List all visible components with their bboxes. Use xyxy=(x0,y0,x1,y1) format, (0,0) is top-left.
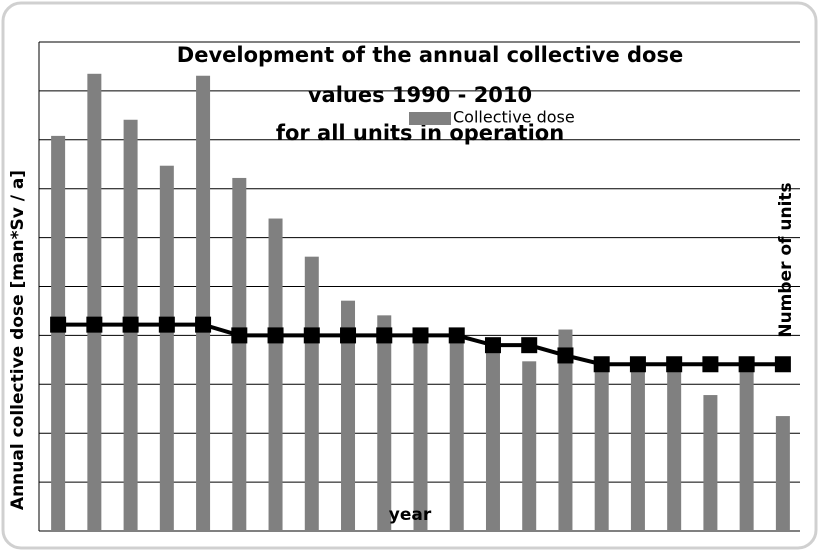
line-marker xyxy=(702,356,719,373)
bar xyxy=(522,361,537,531)
bar xyxy=(87,73,102,531)
legend-swatch xyxy=(409,112,451,125)
bar xyxy=(413,340,428,531)
line-marker xyxy=(629,356,646,373)
line-marker xyxy=(195,316,212,333)
y2-axis-label: Number of units xyxy=(776,182,796,337)
bar xyxy=(449,329,464,531)
line-marker xyxy=(557,347,574,364)
bar xyxy=(667,365,682,531)
line-marker xyxy=(86,316,103,333)
line-marker xyxy=(774,356,791,373)
x-axis-label: year xyxy=(389,505,432,525)
line-marker xyxy=(267,327,284,344)
line-marker xyxy=(521,337,538,354)
bar xyxy=(196,75,211,531)
line-marker xyxy=(448,327,465,344)
bar xyxy=(739,365,754,531)
chart-title: Development of the annual collective dos… xyxy=(177,43,683,67)
bar xyxy=(377,315,392,531)
bar xyxy=(232,177,247,531)
legend-label: Collective dose xyxy=(453,108,575,127)
bar xyxy=(558,329,573,531)
line-marker xyxy=(50,316,67,333)
bar xyxy=(268,218,283,532)
bar xyxy=(630,365,645,531)
line-marker xyxy=(593,356,610,373)
bar xyxy=(159,165,174,532)
line-marker xyxy=(231,327,248,344)
bar xyxy=(341,300,356,531)
line-layer xyxy=(50,316,791,373)
bar xyxy=(304,256,319,531)
bar xyxy=(594,365,609,531)
line-marker xyxy=(303,327,320,344)
line-marker xyxy=(666,356,683,373)
bars xyxy=(51,73,790,532)
line-marker xyxy=(412,327,429,344)
bar xyxy=(775,416,790,531)
bar xyxy=(51,135,66,531)
y-axis-label: Annual collective dose [man*Sv / a] xyxy=(8,170,28,510)
chart-title: values 1990 - 2010 xyxy=(308,83,532,107)
line-marker xyxy=(738,356,755,373)
line-marker xyxy=(122,316,139,333)
bar xyxy=(703,395,718,531)
line-marker xyxy=(376,327,393,344)
line-marker xyxy=(484,337,501,354)
bar xyxy=(485,349,500,531)
line-marker xyxy=(340,327,357,344)
line-marker xyxy=(158,316,175,333)
